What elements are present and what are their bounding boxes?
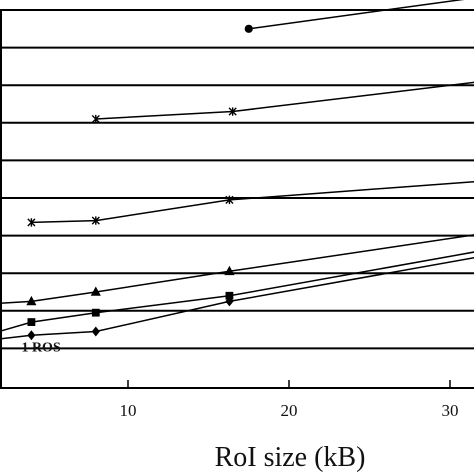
series-line bbox=[0, 251, 474, 333]
x-tick-label: 10 bbox=[120, 401, 137, 420]
x-tick-label: 20 bbox=[281, 401, 298, 420]
series-2 bbox=[91, 81, 474, 124]
data-point bbox=[91, 114, 100, 124]
data-point bbox=[225, 195, 234, 205]
data-point bbox=[27, 330, 36, 341]
series-5 bbox=[0, 251, 474, 333]
annotations: 1 ROS bbox=[21, 341, 61, 356]
grid bbox=[0, 9, 474, 350]
series-line bbox=[248, 0, 465, 30]
series-line bbox=[0, 234, 474, 305]
series-4 bbox=[0, 234, 474, 306]
x-axis: 10 20 30 bbox=[0, 10, 474, 420]
series-line bbox=[0, 257, 474, 340]
series-line bbox=[95, 81, 474, 120]
data-point bbox=[225, 296, 234, 307]
data-point bbox=[228, 107, 237, 116]
series-1 bbox=[244, 0, 465, 33]
data-point bbox=[244, 24, 253, 33]
series-line bbox=[31, 180, 474, 224]
series-3 bbox=[27, 180, 474, 227]
x-tick-label: 30 bbox=[442, 401, 459, 420]
data-point bbox=[26, 295, 37, 306]
x-axis-title: RoI size (kB) bbox=[215, 442, 366, 473]
data-point bbox=[27, 218, 36, 227]
series-layer bbox=[0, 0, 474, 341]
series-6 bbox=[0, 257, 474, 341]
data-point bbox=[91, 216, 100, 225]
data-point bbox=[91, 326, 100, 337]
data-point bbox=[90, 286, 101, 296]
data-point bbox=[91, 308, 100, 317]
data-point bbox=[224, 265, 235, 276]
annotation-label: 1 ROS bbox=[21, 341, 61, 356]
data-point bbox=[27, 318, 36, 326]
